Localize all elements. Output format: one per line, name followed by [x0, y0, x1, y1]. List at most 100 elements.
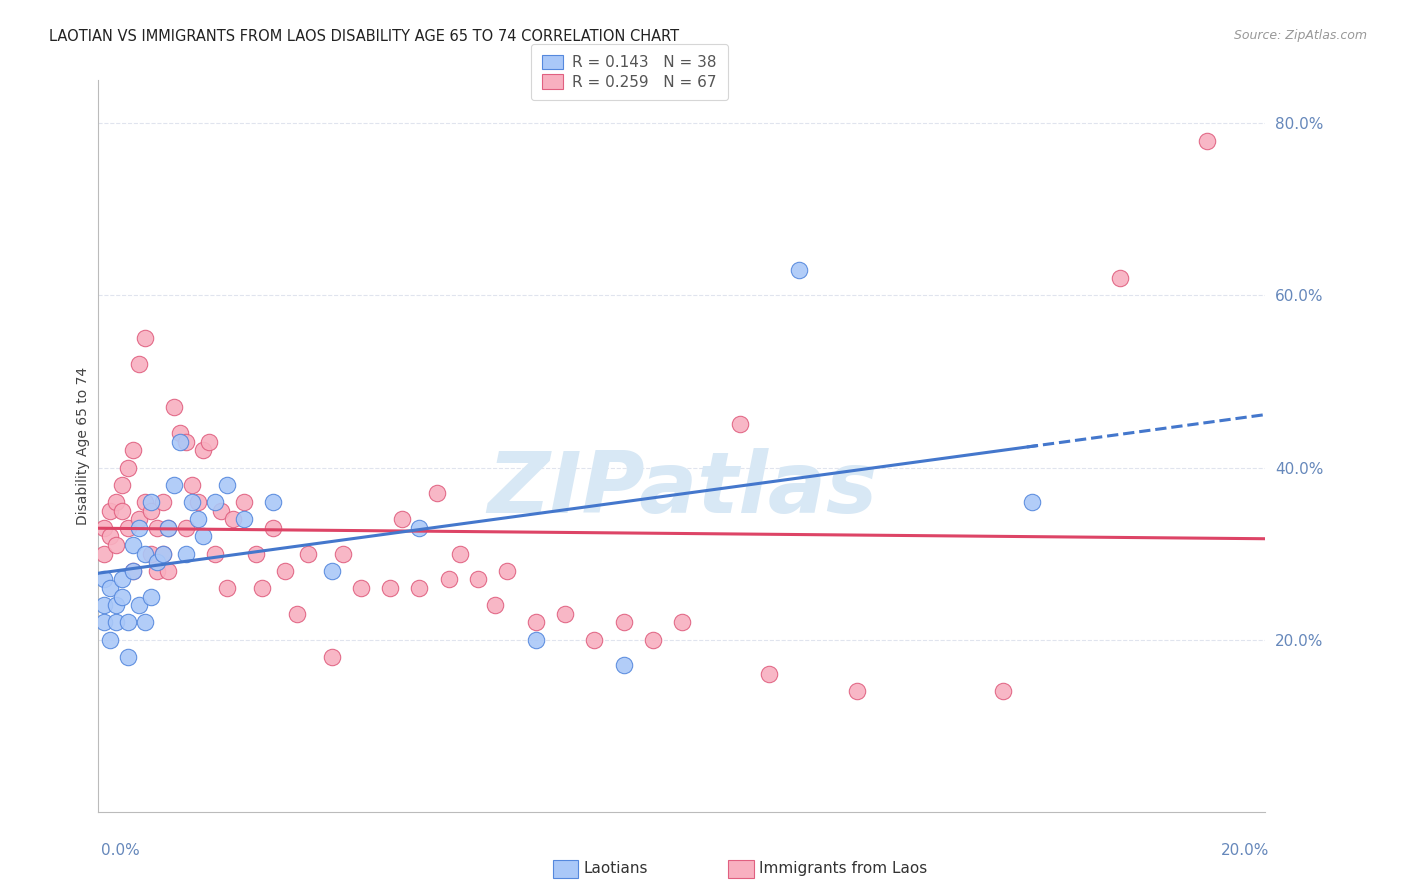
Point	[111, 590, 134, 604]
Point	[408, 521, 430, 535]
Point	[193, 529, 215, 543]
Text: Source: ZipAtlas.com: Source: ZipAtlas.com	[1233, 29, 1367, 42]
Point	[187, 495, 209, 509]
Point	[98, 581, 121, 595]
Point	[391, 512, 413, 526]
Point	[139, 503, 162, 517]
Point	[250, 581, 273, 595]
Point	[146, 564, 169, 578]
Point	[98, 632, 121, 647]
Point	[180, 495, 202, 509]
Point	[122, 564, 145, 578]
Point	[163, 477, 186, 491]
Point	[350, 581, 373, 595]
Point	[139, 547, 162, 561]
Point	[117, 615, 139, 630]
Point	[321, 649, 343, 664]
Point	[380, 581, 402, 595]
Point	[524, 632, 547, 647]
Point	[612, 615, 634, 630]
Point	[221, 512, 243, 526]
Point	[117, 521, 139, 535]
Point	[262, 495, 284, 509]
Point	[157, 564, 180, 578]
Point	[215, 581, 238, 595]
Point	[204, 495, 226, 509]
Point	[128, 598, 150, 612]
Point	[321, 564, 343, 578]
Text: Immigrants from Laos: Immigrants from Laos	[759, 862, 928, 876]
Point	[157, 521, 180, 535]
Point	[233, 495, 256, 509]
Point	[139, 590, 162, 604]
Point	[233, 512, 256, 526]
Point	[98, 503, 121, 517]
Text: Laotians: Laotians	[583, 862, 648, 876]
Text: ZIPatlas: ZIPatlas	[486, 449, 877, 532]
Point	[93, 615, 115, 630]
Point	[193, 443, 215, 458]
Y-axis label: Disability Age 65 to 74: Disability Age 65 to 74	[76, 367, 90, 525]
Point	[134, 495, 156, 509]
Point	[93, 521, 115, 535]
Point	[437, 573, 460, 587]
Point	[122, 538, 145, 552]
Point	[204, 547, 226, 561]
Point	[758, 667, 780, 681]
Point	[174, 547, 197, 561]
Point	[245, 547, 267, 561]
Point	[215, 477, 238, 491]
Point	[332, 547, 354, 561]
Point	[174, 434, 197, 449]
Point	[187, 512, 209, 526]
Point	[104, 615, 127, 630]
Point	[209, 503, 232, 517]
Point	[297, 547, 319, 561]
Point	[467, 573, 489, 587]
Point	[787, 262, 810, 277]
Point	[139, 495, 162, 509]
Point	[496, 564, 519, 578]
Point	[134, 547, 156, 561]
Point	[146, 555, 169, 569]
Point	[262, 521, 284, 535]
Point	[93, 598, 115, 612]
Point	[274, 564, 297, 578]
Point	[198, 434, 221, 449]
Point	[449, 547, 471, 561]
Point	[408, 581, 430, 595]
Point	[152, 547, 174, 561]
Point	[104, 538, 127, 552]
Text: LAOTIAN VS IMMIGRANTS FROM LAOS DISABILITY AGE 65 TO 74 CORRELATION CHART: LAOTIAN VS IMMIGRANTS FROM LAOS DISABILI…	[49, 29, 679, 44]
Legend: R = 0.143   N = 38, R = 0.259   N = 67: R = 0.143 N = 38, R = 0.259 N = 67	[531, 44, 728, 100]
Point	[117, 649, 139, 664]
Point	[1195, 134, 1218, 148]
Point	[169, 426, 191, 441]
Point	[1108, 271, 1130, 285]
Point	[730, 417, 752, 432]
Point	[285, 607, 308, 621]
Point	[174, 521, 197, 535]
Point	[128, 512, 150, 526]
Point	[128, 357, 150, 371]
Point	[180, 477, 202, 491]
Point	[122, 564, 145, 578]
Point	[554, 607, 576, 621]
Point	[117, 460, 139, 475]
Point	[104, 495, 127, 509]
Point	[152, 495, 174, 509]
Point	[98, 529, 121, 543]
Text: 0.0%: 0.0%	[101, 843, 141, 858]
Point	[163, 401, 186, 415]
Point	[991, 684, 1014, 698]
Point	[128, 521, 150, 535]
Text: 20.0%: 20.0%	[1222, 843, 1270, 858]
Point	[1021, 495, 1043, 509]
Point	[134, 331, 156, 345]
Point	[122, 443, 145, 458]
Point	[583, 632, 606, 647]
Point	[169, 434, 191, 449]
Point	[111, 477, 134, 491]
Point	[111, 573, 134, 587]
Point	[846, 684, 869, 698]
